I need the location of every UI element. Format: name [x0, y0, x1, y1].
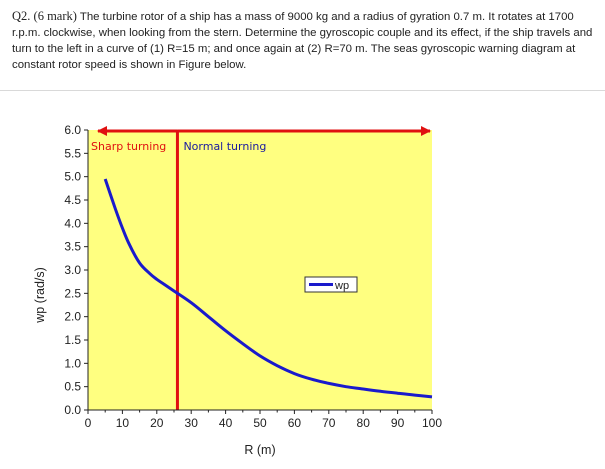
question-text: Q2. (6 mark) The turbine rotor of a ship… [12, 8, 594, 73]
y-axis-title: wp (rad/s) [33, 267, 47, 324]
x-tick-label: 100 [422, 416, 442, 430]
x-tick-label: 40 [219, 416, 233, 430]
x-tick-label: 30 [185, 416, 199, 430]
section-divider [0, 90, 605, 91]
x-tick-label: 90 [391, 416, 405, 430]
legend: wp [304, 276, 358, 293]
x-tick-label: 80 [357, 416, 371, 430]
y-tick-label: 6.0 [64, 123, 81, 137]
y-tick-label: 2.5 [64, 286, 81, 300]
y-tick-label: 5.0 [64, 170, 81, 184]
annotation-sharp-turning: Sharp turning [91, 140, 166, 153]
y-tick-label: 2.0 [64, 310, 81, 324]
y-tick-label: 1.0 [64, 356, 81, 370]
annotation-normal-turning: Normal turning [183, 140, 266, 153]
y-tick-label: 1.5 [64, 333, 81, 347]
x-axis-title: R (m) [244, 443, 275, 457]
y-tick-label: 5.5 [64, 146, 81, 160]
question-body: The turbine rotor of a ship has a mass o… [12, 11, 593, 71]
axes: 0 10 20 30 40 50 60 70 80 90 100 0.0 0.5 1.0 1.5 2.0 2.5… [64, 123, 442, 430]
question-label: Q2. (6 mark) [12, 9, 77, 23]
y-tick-label: 0.5 [64, 380, 81, 394]
x-tick-label: 50 [253, 416, 267, 430]
x-tick-label: 70 [322, 416, 336, 430]
x-tick-label: 20 [150, 416, 164, 430]
y-tick-label: 4.5 [64, 193, 81, 207]
plot-area [88, 130, 432, 410]
y-tick-label: 0.0 [64, 403, 81, 417]
y-tick-label: 4.0 [64, 216, 81, 230]
y-tick-label: 3.0 [64, 263, 81, 277]
x-tick-label: 10 [116, 416, 130, 430]
x-tick-label: 60 [288, 416, 302, 430]
series-line-wp [103, 178, 433, 399]
y-tick-label: 3.5 [64, 240, 81, 254]
x-tick-label: 0 [85, 416, 92, 430]
legend-label-wp: wp [334, 280, 349, 292]
